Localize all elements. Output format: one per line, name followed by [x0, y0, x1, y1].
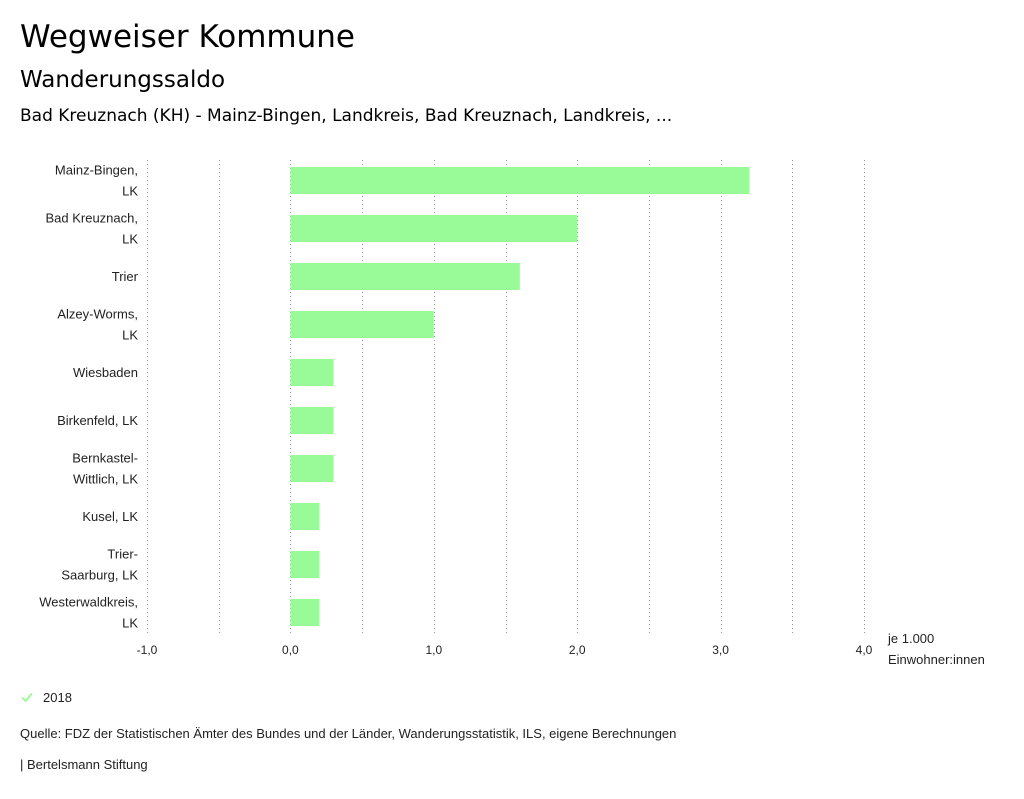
category-label: Westerwaldkreis, — [39, 595, 138, 610]
category-label: Bernkastel- — [72, 451, 138, 466]
category-label: Bad Kreuznach, — [45, 211, 138, 226]
category-label: Wittlich, LK — [73, 472, 138, 487]
category-label: Trier- — [107, 547, 138, 562]
x-tick-label: 3,0 — [712, 643, 729, 657]
category-label: LK — [122, 232, 138, 247]
chart-subtitle: Wanderungssaldo — [20, 67, 226, 93]
category-label: LK — [122, 328, 138, 343]
bar — [290, 359, 334, 386]
x-tick-label: 2,0 — [569, 643, 586, 657]
bar — [290, 599, 320, 626]
bar — [290, 215, 578, 242]
publisher-note: | Bertelsmann Stiftung — [20, 757, 148, 772]
category-label: Kusel, LK — [82, 509, 138, 524]
category-label: Wiesbaden — [73, 365, 138, 380]
bar — [290, 551, 320, 578]
bar — [290, 263, 520, 290]
category-label: Trier — [112, 269, 139, 284]
bar — [290, 407, 334, 434]
x-axis-unit-label: je 1.000 — [887, 631, 934, 646]
category-label: Alzey-Worms, — [57, 307, 138, 322]
category-label: LK — [122, 616, 138, 631]
x-tick-label: 1,0 — [425, 643, 442, 657]
bar — [290, 311, 434, 338]
bar-chart: -1,0 0,0 1,0 2,0 3,0 4,0 je 1.000 Einwohner:inn… — [39, 160, 985, 667]
category-label: LK — [122, 184, 138, 199]
chart-title: Wegweiser Kommune — [20, 19, 355, 55]
legend-check-icon[interactable] — [20, 690, 34, 704]
bar — [290, 503, 320, 530]
source-note: Quelle: FDZ der Statistischen Ämter des … — [20, 726, 677, 741]
bar — [290, 455, 334, 482]
x-tick-label: 0,0 — [282, 643, 299, 657]
x-tick-label: -1,0 — [137, 643, 158, 657]
region-label: Bad Kreuznach (KH) - Mainz-Bingen, Landk… — [20, 106, 673, 126]
bar — [290, 167, 750, 194]
legend[interactable]: 2018 — [20, 687, 72, 707]
category-label: Saarburg, LK — [61, 568, 138, 583]
x-axis-unit-label: Einwohner:innen — [888, 652, 985, 667]
category-label: Mainz-Bingen, — [55, 163, 138, 178]
legend-label: 2018 — [43, 689, 72, 705]
x-tick-label: 4,0 — [856, 643, 873, 657]
category-label: Birkenfeld, LK — [57, 413, 138, 428]
